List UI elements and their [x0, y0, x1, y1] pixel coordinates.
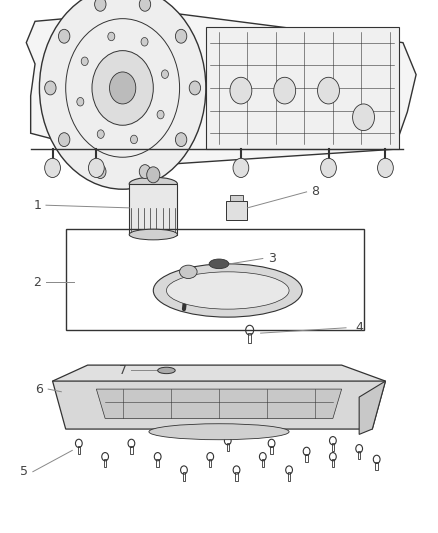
Ellipse shape	[153, 264, 302, 317]
Circle shape	[88, 158, 104, 177]
Bar	[130, 446, 133, 454]
Circle shape	[139, 165, 151, 179]
Circle shape	[274, 77, 296, 104]
Circle shape	[97, 130, 104, 139]
Bar	[66, 229, 364, 330]
Circle shape	[230, 77, 252, 104]
Text: 1: 1	[33, 199, 41, 212]
Polygon shape	[53, 365, 385, 397]
Ellipse shape	[158, 367, 175, 374]
Bar	[235, 472, 238, 481]
Circle shape	[39, 0, 206, 189]
Bar	[261, 459, 264, 467]
Ellipse shape	[180, 265, 197, 278]
Bar	[332, 459, 334, 467]
Circle shape	[95, 0, 106, 11]
Bar	[209, 459, 212, 467]
Bar	[226, 201, 247, 220]
Circle shape	[321, 158, 336, 177]
Circle shape	[81, 57, 88, 66]
Circle shape	[175, 29, 187, 43]
Polygon shape	[359, 381, 385, 434]
Circle shape	[162, 70, 169, 78]
Ellipse shape	[129, 229, 177, 240]
Ellipse shape	[209, 259, 229, 269]
Ellipse shape	[129, 177, 177, 191]
Circle shape	[59, 29, 70, 43]
Bar	[305, 454, 308, 462]
Bar	[206, 27, 399, 149]
Circle shape	[139, 0, 151, 11]
Circle shape	[59, 133, 70, 147]
Circle shape	[131, 135, 138, 144]
Ellipse shape	[149, 424, 289, 440]
Circle shape	[108, 32, 115, 41]
Circle shape	[318, 77, 339, 104]
Text: 3: 3	[268, 252, 276, 265]
Bar	[288, 472, 290, 481]
Circle shape	[110, 72, 136, 104]
Text: 8: 8	[311, 185, 319, 198]
Circle shape	[141, 37, 148, 46]
Circle shape	[378, 158, 393, 177]
Polygon shape	[96, 389, 342, 418]
Bar	[332, 443, 334, 451]
Bar	[270, 446, 273, 454]
Text: 5: 5	[20, 465, 28, 478]
Bar	[375, 462, 378, 470]
Circle shape	[147, 167, 160, 183]
Bar	[248, 333, 251, 343]
Circle shape	[175, 133, 187, 147]
Circle shape	[92, 51, 153, 125]
Bar	[78, 446, 80, 454]
Bar	[104, 459, 106, 467]
Circle shape	[95, 165, 106, 179]
Bar	[156, 459, 159, 467]
Text: 4: 4	[355, 321, 363, 334]
Circle shape	[189, 81, 201, 95]
Text: 6: 6	[35, 383, 43, 395]
Polygon shape	[26, 11, 416, 165]
Bar	[230, 195, 243, 201]
Bar	[358, 451, 360, 459]
Bar	[129, 184, 177, 235]
Bar	[226, 443, 229, 451]
Text: 7: 7	[119, 364, 127, 377]
Circle shape	[353, 104, 374, 131]
Ellipse shape	[166, 272, 289, 309]
Bar	[183, 472, 185, 481]
Circle shape	[45, 158, 60, 177]
Circle shape	[77, 98, 84, 106]
Text: 2: 2	[33, 276, 41, 289]
Circle shape	[157, 110, 164, 119]
Circle shape	[233, 158, 249, 177]
Circle shape	[45, 81, 56, 95]
Polygon shape	[53, 381, 385, 429]
